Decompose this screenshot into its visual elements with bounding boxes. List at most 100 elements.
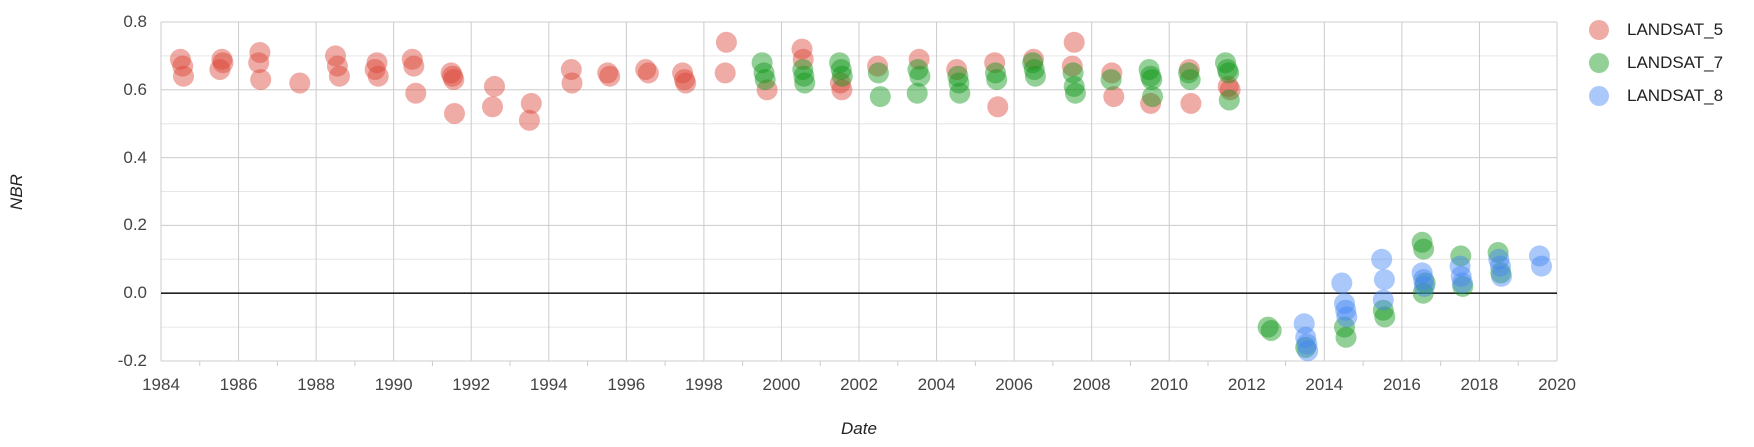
data-point-LANDSAT_7[interactable] bbox=[1414, 272, 1436, 294]
data-point-LANDSAT_7[interactable] bbox=[907, 59, 929, 80]
data-point-LANDSAT_5[interactable] bbox=[672, 62, 694, 84]
data-point-LANDSAT_5[interactable] bbox=[1063, 31, 1085, 53]
data-point-LANDSAT_8[interactable] bbox=[1296, 333, 1318, 355]
data-point-LANDSAT_7[interactable] bbox=[1024, 65, 1046, 87]
data-point-LANDSAT_7[interactable] bbox=[829, 52, 851, 74]
data-point-LANDSAT_7[interactable] bbox=[1372, 299, 1394, 321]
data-point-LANDSAT_7[interactable] bbox=[1295, 336, 1317, 358]
data-point-LANDSAT_5[interactable] bbox=[984, 52, 1006, 74]
data-point-LANDSAT_8[interactable] bbox=[1413, 275, 1435, 297]
data-point-LANDSAT_7[interactable] bbox=[793, 65, 815, 87]
data-point-LANDSAT_7[interactable] bbox=[1140, 65, 1162, 87]
data-point-LANDSAT_5[interactable] bbox=[599, 65, 621, 87]
data-point-LANDSAT_5[interactable] bbox=[560, 59, 582, 80]
data-point-LANDSAT_7[interactable] bbox=[985, 62, 1006, 84]
data-point-LANDSAT_7[interactable] bbox=[792, 59, 814, 80]
data-point-LANDSAT_7[interactable] bbox=[1413, 238, 1435, 260]
data-point-LANDSAT_5[interactable] bbox=[169, 48, 191, 70]
data-point-LANDSAT_5[interactable] bbox=[326, 55, 348, 77]
data-point-LANDSAT_8[interactable] bbox=[1295, 326, 1317, 348]
data-point-LANDSAT_7[interactable] bbox=[1142, 86, 1163, 108]
data-point-LANDSAT_8[interactable] bbox=[1335, 299, 1357, 321]
data-point-LANDSAT_7[interactable] bbox=[906, 82, 928, 104]
data-point-LANDSAT_5[interactable] bbox=[791, 38, 813, 60]
data-point-LANDSAT_7[interactable] bbox=[1138, 59, 1160, 80]
data-point-LANDSAT_7[interactable] bbox=[869, 86, 891, 108]
data-point-LANDSAT_5[interactable] bbox=[674, 69, 695, 91]
data-point-LANDSAT_8[interactable] bbox=[1488, 248, 1510, 270]
data-point-LANDSAT_7[interactable] bbox=[1334, 316, 1355, 338]
data-point-LANDSAT_7[interactable] bbox=[1178, 62, 1200, 84]
data-point-LANDSAT_8[interactable] bbox=[1336, 306, 1358, 328]
data-point-LANDSAT_8[interactable] bbox=[1531, 255, 1552, 277]
data-point-LANDSAT_7[interactable] bbox=[909, 65, 931, 87]
data-point-LANDSAT_7[interactable] bbox=[1412, 282, 1434, 304]
data-point-LANDSAT_8[interactable] bbox=[1449, 255, 1471, 277]
data-point-LANDSAT_5[interactable] bbox=[520, 92, 542, 114]
data-point-LANDSAT_5[interactable] bbox=[443, 69, 465, 91]
data-point-LANDSAT_5[interactable] bbox=[1140, 92, 1162, 114]
data-point-LANDSAT_7[interactable] bbox=[751, 52, 773, 74]
data-point-LANDSAT_7[interactable] bbox=[831, 65, 853, 87]
data-point-LANDSAT_5[interactable] bbox=[209, 59, 231, 80]
data-point-LANDSAT_5[interactable] bbox=[715, 31, 737, 53]
data-point-LANDSAT_5[interactable] bbox=[440, 62, 462, 84]
data-point-LANDSAT_7[interactable] bbox=[1452, 275, 1474, 297]
data-point-LANDSAT_5[interactable] bbox=[289, 72, 311, 94]
data-point-LANDSAT_7[interactable] bbox=[948, 72, 970, 94]
data-point-LANDSAT_7[interactable] bbox=[949, 82, 971, 104]
data-point-LANDSAT_7[interactable] bbox=[1218, 89, 1240, 111]
data-point-LANDSAT_5[interactable] bbox=[756, 79, 778, 101]
data-point-LANDSAT_5[interactable] bbox=[250, 69, 272, 91]
data-point-LANDSAT_7[interactable] bbox=[1064, 82, 1086, 104]
data-point-LANDSAT_5[interactable] bbox=[1178, 59, 1200, 80]
data-point-LANDSAT_5[interactable] bbox=[444, 103, 465, 124]
data-point-LANDSAT_7[interactable] bbox=[986, 69, 1008, 91]
data-point-LANDSAT_5[interactable] bbox=[908, 48, 930, 70]
data-point-LANDSAT_7[interactable] bbox=[1490, 262, 1512, 284]
data-point-LANDSAT_8[interactable] bbox=[1491, 265, 1512, 287]
data-point-LANDSAT_8[interactable] bbox=[1331, 272, 1353, 294]
data-point-LANDSAT_5[interactable] bbox=[867, 55, 889, 77]
data-point-LANDSAT_7[interactable] bbox=[753, 62, 775, 84]
data-point-LANDSAT_5[interactable] bbox=[1023, 48, 1044, 70]
data-point-LANDSAT_5[interactable] bbox=[1180, 92, 1202, 114]
data-point-LANDSAT_5[interactable] bbox=[1061, 55, 1083, 77]
data-point-LANDSAT_5[interactable] bbox=[442, 65, 464, 87]
data-point-LANDSAT_5[interactable] bbox=[1103, 86, 1125, 108]
data-point-LANDSAT_5[interactable] bbox=[366, 52, 388, 74]
data-point-LANDSAT_5[interactable] bbox=[367, 65, 389, 87]
data-point-LANDSAT_8[interactable] bbox=[1411, 262, 1433, 284]
data-point-LANDSAT_7[interactable] bbox=[1063, 75, 1085, 97]
data-point-LANDSAT_5[interactable] bbox=[561, 72, 583, 94]
data-point-LANDSAT_7[interactable] bbox=[1179, 69, 1201, 91]
data-point-LANDSAT_7[interactable] bbox=[1215, 52, 1236, 74]
data-point-LANDSAT_7[interactable] bbox=[1260, 320, 1282, 341]
data-point-LANDSAT_5[interactable] bbox=[597, 62, 619, 84]
data-point-LANDSAT_8[interactable] bbox=[1293, 313, 1315, 335]
data-point-LANDSAT_7[interactable] bbox=[1450, 245, 1472, 267]
data-point-LANDSAT_8[interactable] bbox=[1372, 289, 1394, 311]
data-point-LANDSAT_7[interactable] bbox=[867, 62, 889, 84]
data-point-LANDSAT_5[interactable] bbox=[792, 48, 814, 70]
data-point-LANDSAT_5[interactable] bbox=[211, 48, 233, 70]
data-point-LANDSAT_7[interactable] bbox=[1022, 52, 1044, 74]
data-point-LANDSAT_7[interactable] bbox=[1023, 59, 1045, 80]
data-point-LANDSAT_5[interactable] bbox=[831, 79, 853, 101]
data-point-LANDSAT_7[interactable] bbox=[1487, 242, 1509, 263]
data-point-LANDSAT_5[interactable] bbox=[829, 72, 851, 94]
data-point-LANDSAT_5[interactable] bbox=[248, 52, 270, 74]
data-point-LANDSAT_5[interactable] bbox=[637, 62, 659, 84]
data-point-LANDSAT_7[interactable] bbox=[1216, 59, 1238, 80]
data-point-LANDSAT_5[interactable] bbox=[635, 59, 657, 80]
data-point-LANDSAT_7[interactable] bbox=[1218, 62, 1240, 84]
data-point-LANDSAT_5[interactable] bbox=[675, 72, 697, 94]
data-point-LANDSAT_8[interactable] bbox=[1297, 340, 1319, 362]
data-point-LANDSAT_8[interactable] bbox=[1371, 248, 1393, 270]
data-point-LANDSAT_5[interactable] bbox=[714, 62, 736, 84]
data-point-LANDSAT_7[interactable] bbox=[1062, 62, 1084, 84]
data-point-LANDSAT_8[interactable] bbox=[1529, 245, 1550, 267]
data-point-LANDSAT_5[interactable] bbox=[405, 82, 427, 104]
data-point-LANDSAT_8[interactable] bbox=[1373, 269, 1395, 291]
data-point-LANDSAT_7[interactable] bbox=[947, 65, 969, 87]
